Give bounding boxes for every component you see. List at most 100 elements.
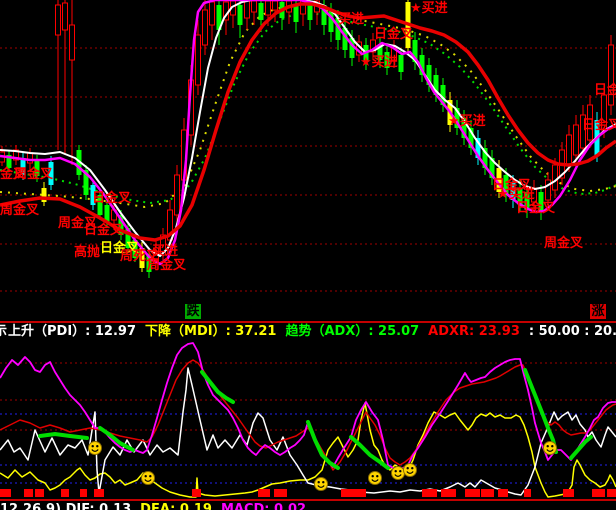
signal-label: 日金叉 xyxy=(594,83,616,98)
macd-histogram-bar xyxy=(498,489,508,497)
smiley-eye xyxy=(394,470,397,473)
dmi-green-segment xyxy=(306,420,340,470)
candle-body xyxy=(475,138,481,158)
smiley-icon xyxy=(88,441,102,455)
macd-params-line[interactable]: 12.26.9) DIF: 0.13 DEA: 0.19 MACD: 0.02 xyxy=(0,502,616,510)
signal-label: ★买进 xyxy=(497,187,535,202)
candle-body xyxy=(34,160,40,176)
rise-badge[interactable]: 涨 xyxy=(590,304,606,319)
signal-label: 买进 xyxy=(152,244,179,259)
candle-body xyxy=(335,18,341,40)
macd-histogram-bar xyxy=(61,489,69,497)
smiley-eye xyxy=(546,445,549,448)
dmi-params-line[interactable]: 示上升（PDI）: 12.97 下降（MDI）: 37.21 趋势（ADX）: 25… xyxy=(0,324,616,339)
candle-body xyxy=(489,158,495,178)
smiley-eye xyxy=(371,475,374,478)
macd-histogram-bar xyxy=(441,489,456,497)
candle-body xyxy=(307,3,313,20)
candle-body xyxy=(48,162,54,185)
candle-body xyxy=(55,4,61,36)
smiley-mouth xyxy=(394,474,402,477)
macd-histogram-bar xyxy=(258,489,270,497)
candle-body xyxy=(90,185,96,205)
signal-label: 日金叉 xyxy=(582,118,616,133)
candle-body xyxy=(13,149,19,161)
candle-body xyxy=(160,234,166,256)
signal-label: 日金叉 xyxy=(84,223,124,238)
smiley-mouth xyxy=(371,479,379,482)
smiley-eye xyxy=(149,475,152,478)
smiley-eye xyxy=(322,481,325,484)
signal-label: 周金叉 xyxy=(544,236,584,251)
candle-body xyxy=(258,3,264,20)
smiley-eye xyxy=(96,445,99,448)
candle-body xyxy=(503,175,509,195)
macd-histogram-bar xyxy=(94,489,104,497)
signal-label: 日金叉 xyxy=(516,201,556,216)
candle-body xyxy=(370,39,376,53)
bottom-separator-line xyxy=(0,499,616,501)
candle-body xyxy=(510,182,516,200)
candle-body xyxy=(328,10,334,32)
macd-histogram-bar xyxy=(24,489,33,497)
candle-body xyxy=(468,128,474,148)
macd-histogram-bar xyxy=(274,489,287,497)
macd-histogram-bar xyxy=(192,489,201,497)
signal-label: 日金叉 xyxy=(492,178,532,193)
signal-label: ★买进 xyxy=(410,1,448,16)
candle-body xyxy=(118,215,124,235)
fall-badge[interactable]: 跌 xyxy=(185,304,201,319)
macd-histogram-bar xyxy=(524,489,531,497)
smiley-icon xyxy=(403,463,417,477)
candle-body xyxy=(62,2,68,31)
macd-histogram-bar xyxy=(607,489,616,497)
candle-body xyxy=(573,124,579,156)
candle-body xyxy=(398,55,404,72)
candle-body xyxy=(419,55,425,75)
candle-body xyxy=(426,65,432,85)
macd-histogram-bar xyxy=(563,489,574,497)
dmi-white xyxy=(0,367,616,496)
smiley-mouth xyxy=(144,479,152,482)
candle-body xyxy=(76,150,82,175)
dmi-green-segment xyxy=(200,370,235,404)
value-segment: DEA: 0.19 xyxy=(140,502,212,510)
candle-body xyxy=(342,28,348,50)
macd-histogram-bar xyxy=(422,489,437,497)
candle-body xyxy=(461,118,467,138)
dmi-green-segment xyxy=(569,435,593,460)
candle-body xyxy=(580,114,586,149)
macd-histogram-bar xyxy=(80,489,87,497)
candle-body xyxy=(139,248,145,268)
candle-body xyxy=(125,228,131,248)
candle-body xyxy=(349,38,355,58)
smiley-eye xyxy=(399,470,402,473)
candle-body xyxy=(132,240,138,258)
value-segment: : 50.00 : 20.00 : 10.00 xyxy=(528,324,616,339)
dmi-green-segment xyxy=(98,426,135,452)
dmi-green-segment xyxy=(523,368,558,454)
ma-red-slow xyxy=(0,2,616,242)
macd-histogram-bar xyxy=(481,489,494,497)
smiley-eye xyxy=(406,467,409,470)
smiley-mouth xyxy=(91,449,99,452)
candle-body xyxy=(377,45,383,60)
smiley-icon xyxy=(314,477,328,491)
macd-histogram-bar xyxy=(341,489,366,497)
macd-histogram-bar xyxy=(35,489,44,497)
smiley-icon xyxy=(368,471,382,485)
candle-body xyxy=(538,192,544,212)
candle-body xyxy=(496,168,502,192)
smiley-icon xyxy=(543,441,557,455)
candle-body xyxy=(83,170,89,195)
panel-divider: 跌 涨 xyxy=(0,300,616,322)
signal-label: 周金叉 xyxy=(147,258,187,273)
candle-body xyxy=(433,75,439,95)
signal-label: 周金叉 xyxy=(0,203,40,218)
candle-body xyxy=(293,4,299,22)
value-segment: ADXR: 23.93 xyxy=(428,324,520,339)
signal-label: ★买进 xyxy=(360,55,398,70)
ma-magenta xyxy=(0,0,616,266)
clipped-char: 示 xyxy=(0,324,8,339)
